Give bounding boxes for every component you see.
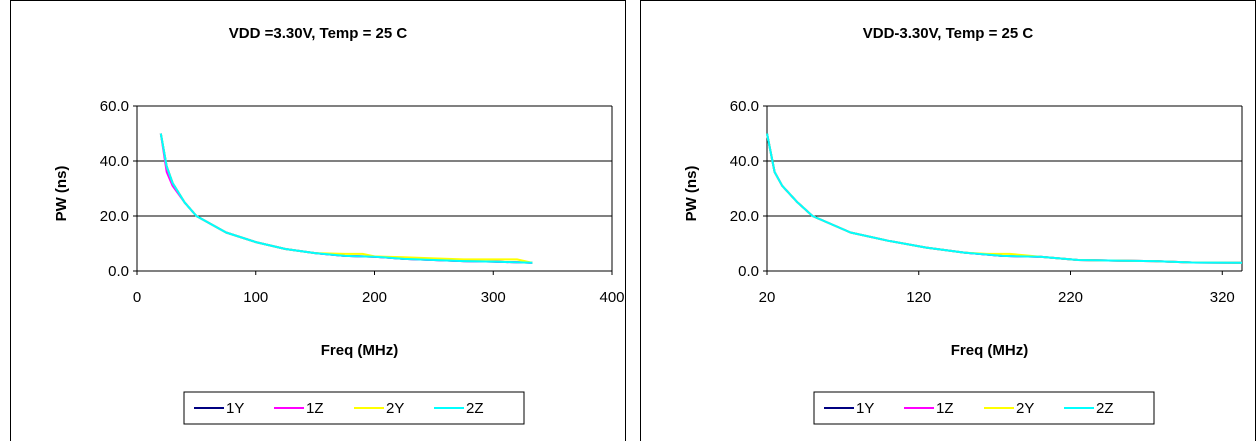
x-tick-label: 300 (481, 289, 506, 306)
chart-title: VDD =3.30V, Temp = 25 C (229, 25, 408, 42)
chart-title: VDD-3.30V, Temp = 25 C (863, 25, 1034, 42)
chart-svg: VDD-3.30V, Temp = 25 C 0.0 20.0 40.0 60.0 20 1… (640, 0, 1256, 441)
series-line-1y (766, 133, 1243, 264)
y-tick-label: 0.0 (738, 263, 759, 280)
legend: 1Y 1Z 2Y 2Z (813, 391, 1155, 425)
y-tick-label: 20.0 (100, 208, 129, 225)
chart-panel-right: VDD-3.30V, Temp = 25 C 0.0 20.0 40.0 60.0 20 1… (640, 0, 1256, 441)
x-tick-label: 20 (759, 289, 776, 306)
series-line-2z (159, 133, 533, 264)
y-tick-label: 0.0 (108, 263, 129, 280)
series-line-1z (159, 133, 533, 264)
legend-label-2z: 2Z (466, 400, 484, 417)
legend-label-1y: 1Y (226, 400, 244, 417)
x-tick-label: 220 (1058, 289, 1083, 306)
y-tick-label: 20.0 (730, 208, 759, 225)
series-line-1y (159, 133, 533, 264)
x-tick-label: 0 (133, 289, 141, 306)
x-tick-label: 200 (362, 289, 387, 306)
y-tick-label: 40.0 (730, 153, 759, 170)
y-tick-label: 40.0 (100, 153, 129, 170)
y-tick-label: 60.0 (730, 98, 759, 115)
x-axis-label: Freq (MHz) (951, 342, 1029, 359)
series-line-1z (766, 133, 1243, 264)
legend-label-2y: 2Y (1016, 400, 1034, 417)
legend-label-2z: 2Z (1096, 400, 1114, 417)
x-tick-label: 320 (1210, 289, 1235, 306)
x-tick-label: 100 (243, 289, 268, 306)
y-tick-label: 60.0 (100, 98, 129, 115)
series-line-2z (766, 133, 1243, 264)
y-axis-label: PW (ns) (53, 166, 70, 222)
x-tick-label: 120 (906, 289, 931, 306)
chart-svg: VDD =3.30V, Temp = 25 C 0.0 20.0 40.0 60.0 0 1… (10, 0, 626, 441)
legend-label-1y: 1Y (856, 400, 874, 417)
chart-frame (640, 0, 1256, 441)
legend-label-1z: 1Z (936, 400, 954, 417)
y-axis-label: PW (ns) (683, 166, 700, 222)
legend-label-2y: 2Y (386, 400, 404, 417)
series-line-2y (159, 133, 533, 264)
chart-panel-left: VDD =3.30V, Temp = 25 C 0.0 20.0 40.0 60.0 0 1… (10, 0, 626, 441)
legend-label-1z: 1Z (306, 400, 324, 417)
x-axis-label: Freq (MHz) (321, 342, 399, 359)
chart-frame (10, 0, 626, 441)
x-tick-label: 400 (599, 289, 624, 306)
series-line-2y (766, 133, 1243, 264)
legend: 1Y 1Z 2Y 2Z (183, 391, 525, 425)
